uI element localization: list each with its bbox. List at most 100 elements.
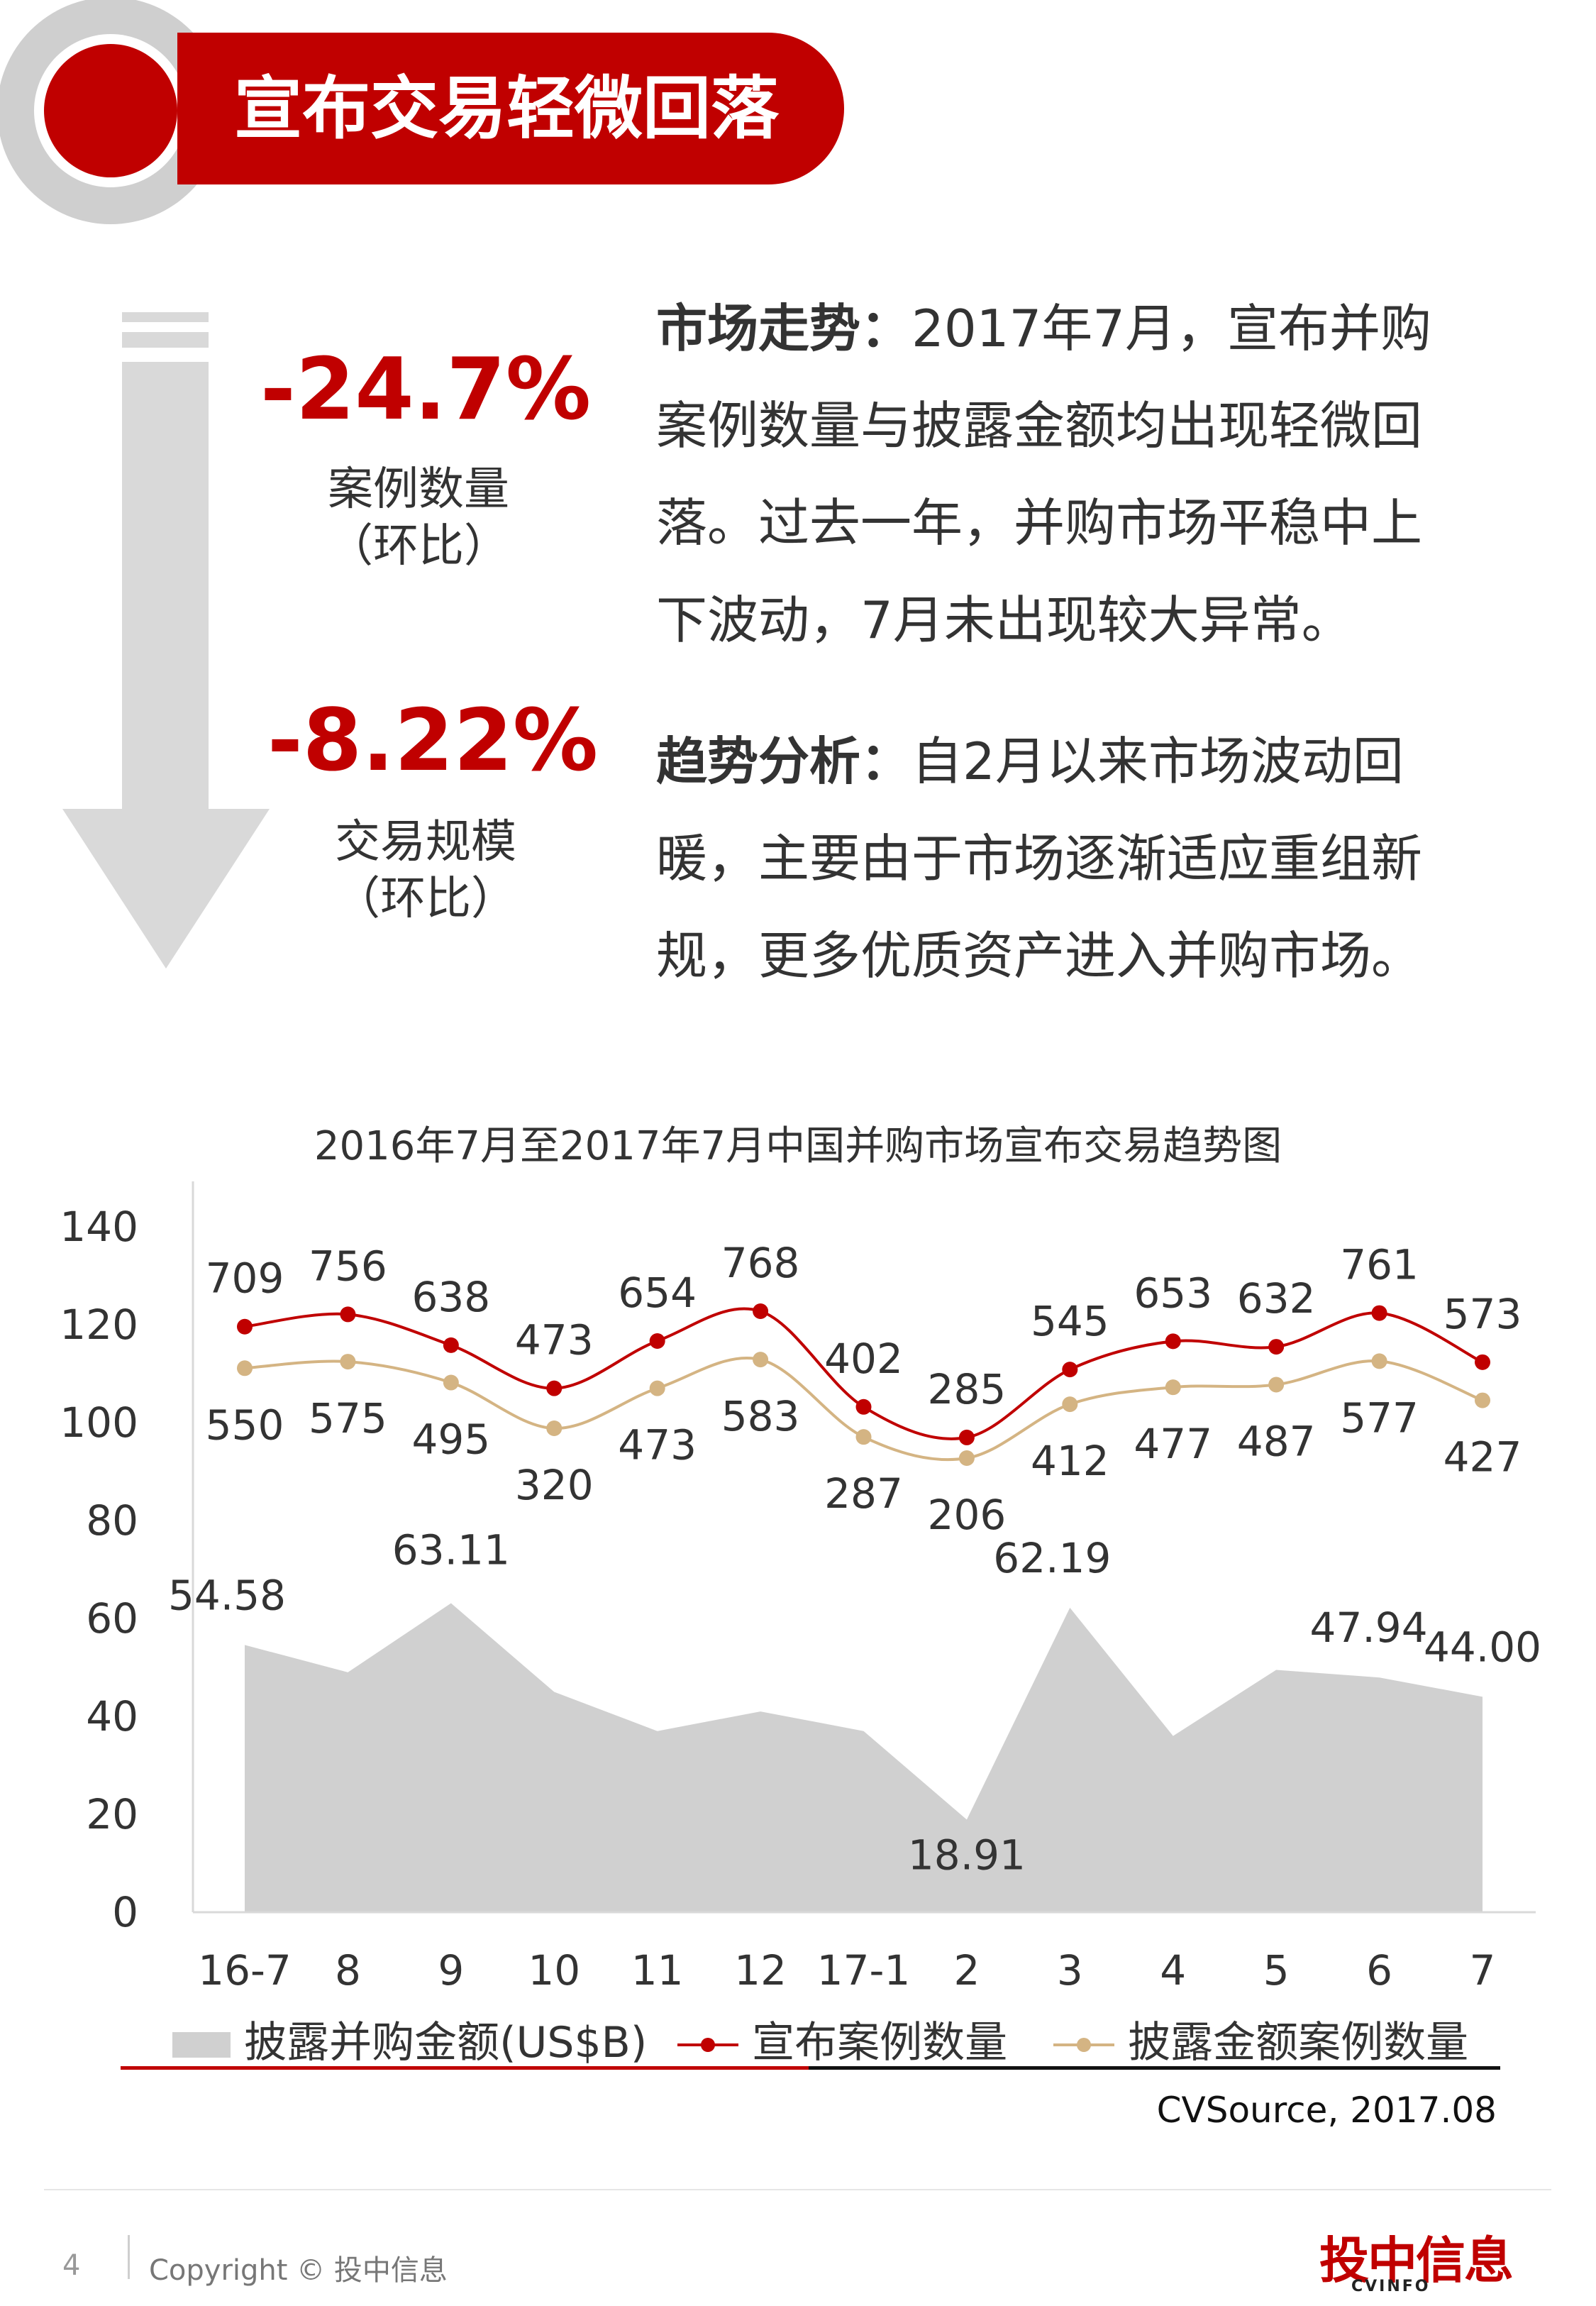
line-data-label: 550	[206, 1401, 284, 1449]
line-data-label: 709	[206, 1254, 284, 1303]
x-tick-label: 10	[528, 1946, 580, 1987]
line-data-label: 761	[1340, 1241, 1419, 1289]
data-point	[649, 1333, 665, 1349]
line-data-label: 653	[1134, 1269, 1212, 1317]
line-data-label: 473	[515, 1316, 594, 1364]
data-point	[546, 1380, 563, 1396]
line-data-label: 427	[1443, 1433, 1522, 1482]
line-data-label: 402	[824, 1335, 903, 1383]
stat-label-scale: 交易规模	[335, 816, 516, 868]
header-dot	[44, 44, 177, 177]
legend-swatch-area	[172, 2032, 231, 2058]
data-point	[443, 1374, 459, 1391]
line-data-label: 287	[824, 1469, 903, 1518]
data-point	[546, 1420, 563, 1437]
data-point	[1062, 1396, 1078, 1413]
company-logo: 投中信息	[1319, 2231, 1514, 2290]
arrow-stripe	[122, 312, 209, 322]
data-point	[1475, 1392, 1490, 1408]
line-data-label: 577	[1340, 1394, 1419, 1442]
data-point	[958, 1429, 975, 1445]
area-data-label: 54.58	[168, 1571, 286, 1619]
line-data-label: 632	[1237, 1274, 1316, 1323]
market-trend-paragraph: 市场走势：2017年7月，宣布并购 案例数量与披露金额均出现轻微回 落。过去一年…	[656, 280, 1490, 669]
data-point	[340, 1354, 356, 1370]
y-tick-label: 100	[60, 1399, 138, 1447]
copyright-text: Copyright © 投中信息	[149, 2254, 448, 2287]
line-data-label: 768	[721, 1239, 800, 1287]
data-point	[1268, 1377, 1285, 1393]
stat-sub-scale: （环比）	[335, 873, 516, 925]
data-point	[753, 1303, 769, 1319]
company-logo-sub: CVINFO	[1351, 2278, 1431, 2295]
trend-analysis-heading: 趋势分析：	[656, 732, 912, 791]
data-point	[649, 1380, 665, 1396]
legend-item-disclosed-cases: 披露金额案例数量	[1053, 2008, 1469, 2068]
legend-underline-black	[809, 2066, 1500, 2070]
x-tick-label: 3	[1057, 1946, 1083, 1987]
source-note: CVSource, 2017.08	[1156, 2090, 1497, 2131]
y-tick-label: 0	[112, 1888, 138, 1936]
data-point	[1165, 1333, 1181, 1350]
paragraph-line: 案例数量与披露金额均出现轻微回	[656, 396, 1423, 456]
line-data-label: 756	[309, 1242, 387, 1290]
trend-analysis-paragraph: 趋势分析：自2月以来市场波动回 暖，主要由于市场逐渐适应重组新 规，更多优质资产…	[656, 713, 1490, 1005]
legend-item-amount: 披露并购金额(US$B)	[172, 2008, 648, 2068]
data-point	[1268, 1339, 1285, 1355]
line-data-label: 487	[1237, 1418, 1316, 1466]
legend-label: 披露并购金额(US$B)	[244, 2018, 648, 2068]
data-point	[753, 1352, 769, 1368]
arrow-stripe	[122, 332, 209, 348]
stat-label-cases: 案例数量	[328, 463, 509, 516]
data-point	[340, 1306, 356, 1323]
chart-title: 2016年7月至2017年7月中国并购市场宣布交易趋势图	[314, 1123, 1282, 1169]
y-tick-label: 80	[86, 1496, 138, 1545]
line-data-label: 583	[721, 1392, 800, 1440]
legend-item-cases: 宣布案例数量	[677, 2008, 1007, 2068]
market-trend-heading: 市场走势：	[656, 299, 912, 358]
stat-value-scale: -8.22%	[267, 692, 599, 790]
line-data-label: 412	[1031, 1437, 1109, 1485]
footer-divider	[44, 2189, 1551, 2190]
area-data-label: 62.19	[993, 1534, 1111, 1582]
line-data-label: 573	[1443, 1290, 1522, 1338]
paragraph-line: 自2月以来市场波动回	[911, 732, 1404, 791]
data-point	[443, 1337, 459, 1353]
line-data-label: 320	[515, 1461, 594, 1509]
trend-chart: 0 20 40 60 80 100 120 140 16-7 8 9 10 11 12 17-1 2 3 4 5 6 7…	[60, 1181, 1541, 1987]
y-tick-label: 40	[86, 1692, 138, 1740]
x-tick-label: 12	[734, 1946, 787, 1987]
down-arrow-icon	[62, 809, 270, 969]
area-data-label: 44.00	[1424, 1623, 1541, 1671]
data-point	[237, 1318, 253, 1335]
x-tick-label: 17-1	[817, 1946, 911, 1987]
paragraph-line: 规，更多优质资产进入并购市场。	[656, 926, 1423, 986]
x-tick-label: 11	[631, 1946, 684, 1987]
line-data-label: 654	[618, 1269, 697, 1317]
y-tick-label: 60	[86, 1594, 138, 1643]
data-point	[1062, 1362, 1078, 1378]
line-data-label: 473	[618, 1421, 697, 1469]
stat-value-cases: -24.7%	[260, 341, 592, 439]
data-point	[855, 1429, 872, 1445]
legend-underline-red	[121, 2066, 809, 2070]
data-point	[855, 1399, 872, 1415]
area-data-label: 18.91	[908, 1831, 1026, 1880]
y-tick-label: 20	[86, 1790, 138, 1838]
data-point	[1371, 1305, 1387, 1321]
stat-sub-cases: （环比）	[328, 520, 509, 573]
legend-swatch-gold-line	[1053, 2038, 1114, 2053]
footer-separator	[128, 2235, 130, 2279]
legend-label: 披露金额案例数量	[1128, 2018, 1469, 2068]
line-data-label: 285	[928, 1365, 1007, 1413]
data-point	[1475, 1354, 1490, 1370]
y-tick-label: 120	[60, 1301, 138, 1349]
area-data-label: 47.94	[1310, 1604, 1428, 1652]
data-point	[1371, 1353, 1387, 1369]
x-tick-label: 6	[1366, 1946, 1392, 1987]
page-title: 宣布交易轻微回落	[234, 69, 779, 148]
line-data-label: 495	[411, 1416, 490, 1464]
x-tick-label: 9	[438, 1946, 464, 1987]
x-tick-label: 7	[1470, 1946, 1496, 1987]
area-data-label: 63.11	[392, 1526, 510, 1574]
